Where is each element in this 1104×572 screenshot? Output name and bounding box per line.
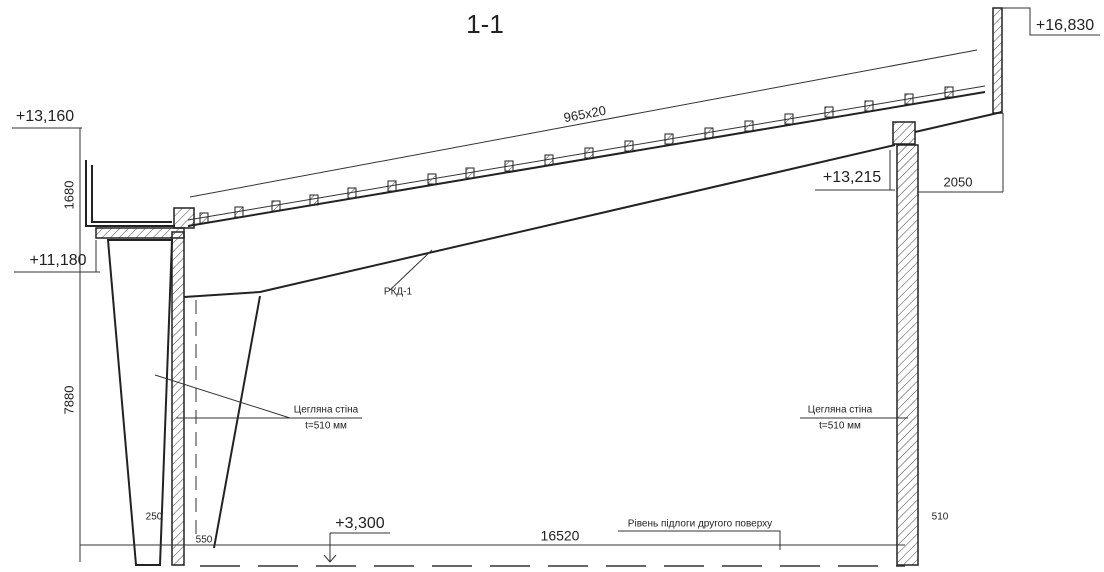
- label: t=510 мм: [305, 421, 347, 432]
- right-parapet: [992, 7, 1003, 114]
- right-wall: [896, 144, 919, 566]
- dim-text: 2050: [944, 174, 973, 189]
- elev-mark: [12, 127, 82, 150]
- section-title: 1-1: [466, 9, 504, 39]
- elevation: +13,215: [823, 169, 881, 186]
- label: Цегляна стіна: [808, 405, 873, 416]
- dim-text: 16520: [541, 528, 580, 544]
- slab: [95, 227, 185, 239]
- elev-mark: [323, 532, 390, 563]
- dim-text: 510: [932, 512, 949, 523]
- dim-text: 7880: [61, 386, 76, 415]
- label: Цегляна стіна: [294, 405, 359, 416]
- left-parapet: [85, 160, 175, 227]
- label: РКД-1: [384, 287, 413, 298]
- leader: [389, 249, 433, 291]
- elev-mark: [14, 240, 100, 273]
- left-column: [106, 239, 174, 566]
- elev-mark: [815, 150, 895, 191]
- elevation: +16,830: [1036, 17, 1094, 34]
- label: t=510 мм: [819, 421, 861, 432]
- overhang: [914, 111, 1003, 133]
- roof-slab: [187, 91, 986, 227]
- dim-line: [189, 49, 978, 198]
- dim-text: 250: [146, 512, 163, 523]
- dim-text: 965x20: [562, 103, 607, 126]
- left-wall: [171, 231, 185, 566]
- roof-ribs: [199, 86, 954, 224]
- label: Рівень підлоги другого поверху: [628, 519, 772, 530]
- elev-mark: [1002, 7, 1100, 36]
- elevation: +3,300: [335, 515, 384, 532]
- leader: [154, 374, 291, 419]
- elevation: +13,160: [16, 108, 74, 125]
- elevation: +11,180: [29, 252, 86, 269]
- dim-text: 1680: [61, 181, 76, 210]
- leader: [618, 530, 781, 550]
- dim-text: 550: [196, 535, 213, 546]
- dim-line: [918, 113, 1004, 193]
- right-support: [892, 121, 916, 145]
- support-block: [173, 207, 195, 229]
- beam: [183, 144, 896, 549]
